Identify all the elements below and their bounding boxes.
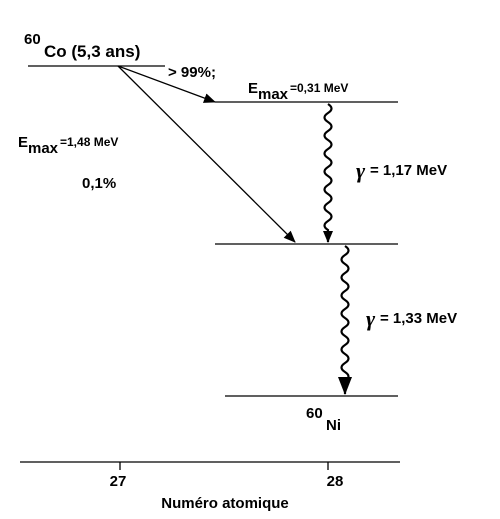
daughter-mass: 60: [306, 405, 323, 422]
gamma-symbol: γ: [366, 306, 376, 331]
gamma-energy: = 1,17 MeV: [370, 162, 447, 179]
branch-energy: =1,48 MeV: [60, 135, 118, 149]
axis-label: Numéro atomique: [161, 495, 289, 512]
gamma-symbol: γ: [356, 158, 366, 183]
energy-sub: max: [258, 86, 289, 103]
daughter-symbol: Ni: [326, 417, 341, 434]
gamma-arrow: [338, 245, 352, 395]
gamma-energy: = 1,33 MeV: [380, 310, 457, 327]
gamma-arrow: [323, 103, 333, 243]
energy-symbol: E: [248, 80, 258, 97]
parent-mass: 60: [24, 31, 41, 48]
beta-arrow: [117, 65, 296, 243]
energy-symbol: E: [18, 134, 28, 151]
branch-intensity: 0,1%: [82, 175, 116, 192]
energy-sub: max: [28, 140, 59, 157]
parent-symbol: Co (5,3 ans): [44, 42, 140, 61]
tick-label: 28: [327, 473, 344, 490]
branch-intensity: > 99%;: [168, 64, 216, 81]
branch-energy: =0,31 MeV: [290, 81, 348, 95]
tick-label: 27: [110, 473, 127, 490]
beta-arrow: [117, 65, 216, 103]
